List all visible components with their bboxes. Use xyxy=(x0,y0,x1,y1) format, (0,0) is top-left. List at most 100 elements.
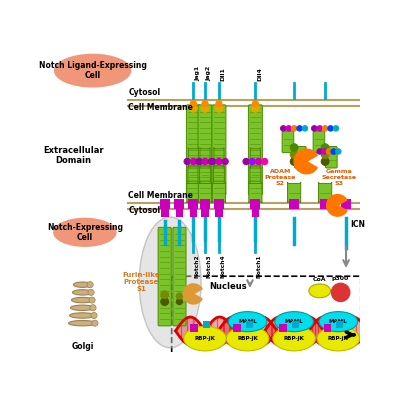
FancyBboxPatch shape xyxy=(288,182,301,203)
Circle shape xyxy=(201,105,209,112)
FancyBboxPatch shape xyxy=(158,227,171,326)
Circle shape xyxy=(331,283,350,302)
Bar xyxy=(161,209,168,217)
FancyBboxPatch shape xyxy=(188,167,199,182)
Bar xyxy=(279,324,287,332)
Circle shape xyxy=(290,144,298,151)
FancyBboxPatch shape xyxy=(200,148,210,167)
Circle shape xyxy=(87,282,93,288)
Circle shape xyxy=(321,144,329,151)
FancyBboxPatch shape xyxy=(198,105,212,195)
Circle shape xyxy=(290,151,298,158)
Circle shape xyxy=(196,158,202,165)
Ellipse shape xyxy=(69,320,96,326)
Text: Cell Membrane: Cell Membrane xyxy=(128,103,193,112)
Circle shape xyxy=(286,126,292,131)
Circle shape xyxy=(184,158,190,165)
Bar xyxy=(341,199,351,209)
Bar xyxy=(203,321,210,328)
Ellipse shape xyxy=(226,326,269,351)
Text: Cytosol: Cytosol xyxy=(128,206,160,215)
Circle shape xyxy=(161,298,168,305)
Text: Jag1: Jag1 xyxy=(195,66,200,82)
Text: MAML: MAML xyxy=(329,319,348,324)
Bar xyxy=(188,199,198,209)
Circle shape xyxy=(89,297,95,303)
Ellipse shape xyxy=(309,284,330,298)
Circle shape xyxy=(161,291,168,299)
Text: p300: p300 xyxy=(332,276,349,281)
Bar xyxy=(201,209,209,217)
Ellipse shape xyxy=(70,305,94,310)
Text: Extracellular
Domain: Extracellular Domain xyxy=(43,146,104,165)
Text: Furin-like
Protease
S1: Furin-like Protease S1 xyxy=(123,272,160,292)
Text: Nucleus: Nucleus xyxy=(210,282,247,291)
Text: ICN: ICN xyxy=(350,220,365,229)
Circle shape xyxy=(302,126,308,131)
Ellipse shape xyxy=(139,217,201,348)
Circle shape xyxy=(333,126,339,131)
Circle shape xyxy=(202,158,208,165)
Text: MAML: MAML xyxy=(285,319,304,324)
Text: Golgi: Golgi xyxy=(71,342,94,351)
FancyBboxPatch shape xyxy=(318,182,332,203)
FancyBboxPatch shape xyxy=(172,276,361,355)
FancyBboxPatch shape xyxy=(248,105,262,195)
Circle shape xyxy=(243,158,249,165)
Text: Notch4: Notch4 xyxy=(220,254,226,278)
Text: Dll1: Dll1 xyxy=(220,68,226,82)
FancyBboxPatch shape xyxy=(187,182,200,203)
Circle shape xyxy=(317,149,322,154)
Circle shape xyxy=(336,149,341,154)
FancyBboxPatch shape xyxy=(173,227,186,326)
FancyBboxPatch shape xyxy=(198,182,212,203)
FancyBboxPatch shape xyxy=(294,147,306,168)
Circle shape xyxy=(322,149,327,154)
Ellipse shape xyxy=(319,312,358,332)
FancyBboxPatch shape xyxy=(214,167,224,182)
Circle shape xyxy=(215,105,223,112)
Ellipse shape xyxy=(317,326,360,351)
Bar xyxy=(190,209,197,217)
Circle shape xyxy=(88,289,94,295)
Circle shape xyxy=(317,126,322,131)
Circle shape xyxy=(202,101,208,107)
Circle shape xyxy=(322,126,328,131)
Circle shape xyxy=(190,105,197,112)
FancyBboxPatch shape xyxy=(250,167,261,182)
Text: Dll4: Dll4 xyxy=(257,68,262,82)
Text: Notch2: Notch2 xyxy=(195,254,200,278)
Ellipse shape xyxy=(275,312,314,332)
Circle shape xyxy=(216,101,222,107)
Circle shape xyxy=(297,126,302,131)
FancyBboxPatch shape xyxy=(212,105,226,195)
Text: Gamma
Secretase
S3: Gamma Secretase S3 xyxy=(322,169,357,186)
Circle shape xyxy=(280,126,286,131)
Bar xyxy=(200,199,210,209)
Ellipse shape xyxy=(184,326,226,351)
Wedge shape xyxy=(327,194,347,216)
Text: Notch-Expressing
Cell: Notch-Expressing Cell xyxy=(47,223,123,242)
Ellipse shape xyxy=(72,297,94,303)
Bar xyxy=(190,324,198,332)
Bar xyxy=(215,209,223,217)
Bar xyxy=(250,199,260,209)
Text: Notch Ligand-Expressing
Cell: Notch Ligand-Expressing Cell xyxy=(39,61,146,80)
Circle shape xyxy=(176,293,182,299)
Bar xyxy=(176,209,183,217)
Circle shape xyxy=(321,151,329,158)
Text: Notch3: Notch3 xyxy=(206,254,212,278)
Text: Jag2: Jag2 xyxy=(206,66,212,82)
FancyBboxPatch shape xyxy=(282,131,294,152)
Circle shape xyxy=(290,158,298,165)
Text: RBP-JK: RBP-JK xyxy=(237,336,258,341)
FancyBboxPatch shape xyxy=(249,182,262,203)
Text: RBP-JK: RBP-JK xyxy=(284,336,304,341)
Circle shape xyxy=(176,299,182,305)
Circle shape xyxy=(92,320,98,326)
Text: RBP-JK: RBP-JK xyxy=(194,336,216,341)
Circle shape xyxy=(292,126,297,131)
Circle shape xyxy=(326,149,332,154)
Circle shape xyxy=(90,305,96,311)
Bar xyxy=(214,199,224,209)
